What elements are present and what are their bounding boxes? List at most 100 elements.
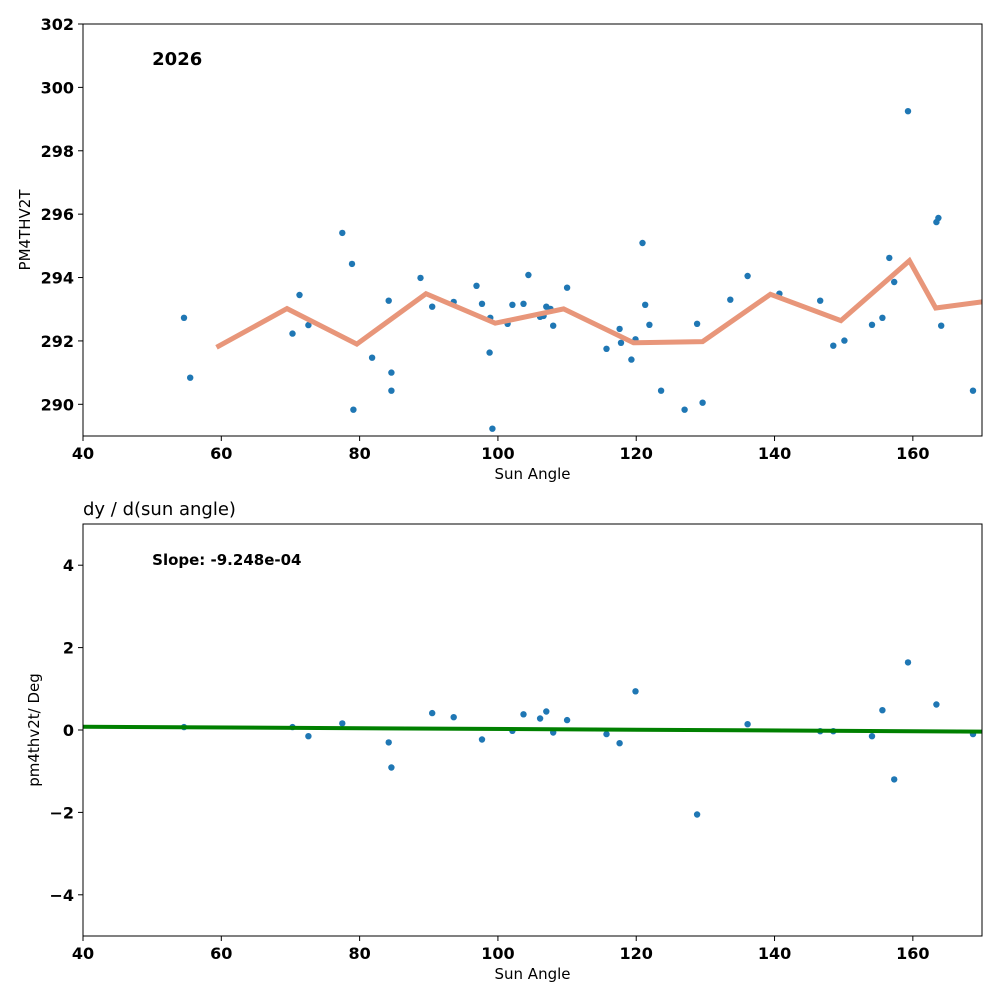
top-data-point	[417, 274, 424, 282]
bottom-y-ticks: −4 −2 0 2 4	[49, 556, 83, 905]
top-data-point	[388, 369, 395, 376]
bottom-data-point	[429, 709, 436, 717]
top-data-point	[563, 284, 571, 291]
top-data-point	[305, 321, 312, 329]
top-data-point	[817, 297, 824, 304]
top-x-ticks: 40 60 80 100 120 140 160	[72, 436, 930, 463]
top-data-point	[180, 314, 188, 321]
bottom-data-point	[868, 733, 876, 740]
bottom-data-point	[385, 739, 392, 746]
bottom-x-tick-label: 140	[758, 944, 791, 963]
bottom-data-point	[543, 708, 550, 715]
top-x-tick-label: 40	[72, 444, 94, 463]
bottom-data-point	[563, 716, 571, 724]
bottom-data-point	[603, 730, 610, 738]
bottom-data-point	[891, 776, 898, 783]
bottom-data-point	[616, 740, 623, 747]
bottom-x-tick-label: 80	[348, 944, 370, 963]
bottom-plot-area	[83, 659, 982, 818]
bottom-data-point	[478, 736, 486, 743]
bottom-data-point	[520, 711, 527, 718]
top-data-point	[727, 296, 734, 303]
bottom-y-axis-label: pm4thv2t/ Deg	[25, 673, 43, 787]
top-data-point	[744, 272, 751, 280]
top-data-point	[603, 345, 610, 352]
top-data-point	[938, 322, 945, 329]
top-data-point	[699, 399, 706, 406]
bottom-y-tick-label: 4	[63, 556, 74, 575]
top-chart: 40 60 80 100 120 140 160 290 292 294 296 298 300 302…	[16, 15, 983, 483]
top-x-tick-label: 60	[210, 444, 232, 463]
top-data-point	[489, 425, 496, 432]
top-y-tick-label: 292	[41, 332, 74, 351]
top-y-tick-label: 296	[41, 205, 74, 224]
top-data-point	[350, 406, 357, 413]
top-x-tick-label: 80	[348, 444, 370, 463]
top-x-tick-label: 100	[481, 444, 514, 463]
top-x-tick-label: 140	[758, 444, 791, 463]
bottom-x-tick-label: 60	[210, 944, 232, 963]
top-data-point	[657, 387, 665, 394]
top-data-point	[639, 239, 646, 247]
bottom-y-tick-label: 0	[63, 721, 74, 740]
top-data-point	[879, 314, 886, 321]
bottom-data-point	[388, 764, 395, 771]
top-y-tick-label: 302	[41, 15, 74, 34]
top-axes-frame	[82, 23, 983, 437]
top-data-point	[368, 354, 376, 361]
top-y-ticks: 290 292 294 296 298 300 302	[41, 15, 83, 414]
top-data-point	[509, 301, 516, 308]
bottom-chart: dy / d(sun angle) 40 60 80 100 120 140 160 −4−…	[25, 499, 983, 983]
top-year-annotation: 2026	[152, 49, 202, 70]
top-data-point	[904, 108, 912, 115]
bottom-data-point	[536, 715, 544, 722]
bottom-x-ticks: 40 60 80 100 120 140 160	[72, 936, 930, 963]
top-x-axis-label: Sun Angle	[495, 465, 571, 483]
top-series-group	[180, 108, 982, 432]
top-data-point	[187, 374, 194, 381]
bottom-y-tick-label: −2	[49, 803, 74, 822]
top-data-point	[486, 349, 493, 356]
bottom-x-tick-label: 40	[72, 944, 94, 963]
top-y-tick-label: 294	[41, 269, 74, 288]
top-y-tick-label: 300	[41, 78, 74, 97]
top-data-point	[520, 300, 527, 307]
top-data-point	[617, 339, 625, 346]
bottom-y-tick-label: 2	[63, 639, 74, 658]
bottom-data-point	[744, 721, 751, 728]
top-data-point	[681, 406, 688, 413]
top-data-point	[616, 325, 623, 333]
top-y-tick-label: 298	[41, 142, 74, 161]
top-data-point	[693, 320, 701, 327]
bottom-fit-line	[83, 724, 982, 734]
bottom-x-axis-label: Sun Angle	[495, 965, 571, 983]
top-data-point	[339, 229, 346, 237]
top-data-point	[646, 321, 653, 328]
bottom-series-group	[83, 659, 982, 818]
bottom-y-tick-label: −4	[49, 886, 74, 905]
bottom-x-tick-label: 100	[481, 944, 514, 963]
bottom-data-point	[933, 701, 940, 708]
bottom-data-point	[305, 733, 312, 740]
bottom-data-point	[339, 720, 346, 727]
bottom-data-point	[450, 714, 457, 721]
top-data-point	[478, 300, 486, 307]
top-y-axis-label: PM4THV2T	[16, 189, 34, 271]
top-data-point	[886, 254, 893, 262]
top-data-point	[935, 214, 942, 222]
top-data-point	[969, 387, 977, 394]
top-data-point	[868, 321, 876, 328]
top-data-point	[429, 303, 436, 310]
bottom-data-point	[904, 659, 912, 666]
top-x-tick-label: 160	[896, 444, 929, 463]
top-data-point	[525, 271, 532, 279]
bottom-data-point	[632, 688, 639, 695]
bottom-chart-title: dy / d(sun angle)	[83, 499, 236, 520]
top-mean-line	[215, 256, 982, 350]
bottom-data-point	[693, 811, 701, 818]
bottom-x-tick-label: 120	[620, 944, 653, 963]
top-x-tick-label: 120	[620, 444, 653, 463]
top-data-point	[841, 337, 848, 344]
top-data-point	[473, 282, 480, 289]
bottom-x-tick-label: 160	[896, 944, 929, 963]
